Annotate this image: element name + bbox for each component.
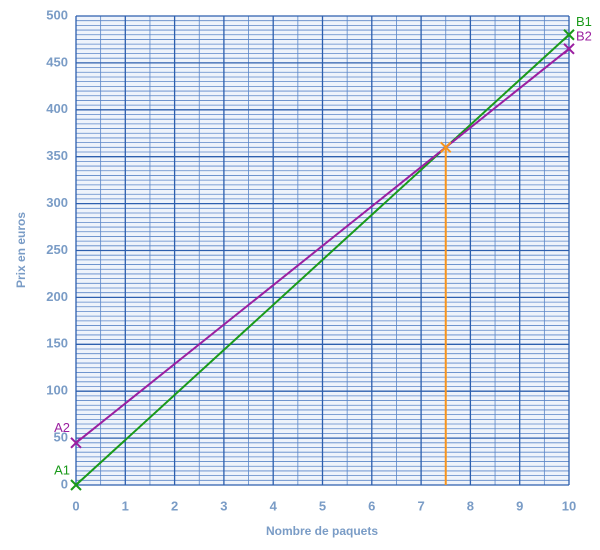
y-tick-label: 250 — [46, 242, 68, 257]
x-tick-label: 7 — [417, 498, 424, 513]
y-tick-label: 450 — [46, 54, 68, 69]
x-tick-label: 4 — [270, 498, 278, 513]
point-label: A1 — [54, 462, 70, 477]
x-tick-label: 2 — [171, 498, 178, 513]
page: Nombre de paquets Prix en euros 05010015… — [0, 0, 600, 550]
x-tick-label: 1 — [122, 498, 129, 513]
y-axis-label: Prix en euros — [14, 212, 28, 288]
x-tick-label: 5 — [319, 498, 326, 513]
y-tick-label: 500 — [46, 7, 68, 22]
x-tick-label: 9 — [516, 498, 523, 513]
x-axis-label: Nombre de paquets — [266, 524, 378, 538]
y-tick-label: 100 — [46, 383, 68, 398]
point-label: A2 — [54, 420, 70, 435]
x-tick-label: 0 — [72, 498, 79, 513]
x-tick-label: 8 — [467, 498, 474, 513]
y-tick-label: 400 — [46, 101, 68, 116]
point-label: B2 — [576, 28, 592, 43]
y-tick-label: 350 — [46, 148, 68, 163]
point-label: B1 — [576, 14, 592, 29]
chart: Nombre de paquets Prix en euros 05010015… — [0, 0, 600, 550]
x-tick-label: 3 — [220, 498, 227, 513]
y-tick-label: 150 — [46, 336, 68, 351]
y-tick-label: 300 — [46, 195, 68, 210]
y-tick-label: 200 — [46, 289, 68, 304]
x-tick-label: 10 — [562, 498, 576, 513]
x-tick-label: 6 — [368, 498, 375, 513]
y-tick-label: 0 — [61, 476, 68, 491]
